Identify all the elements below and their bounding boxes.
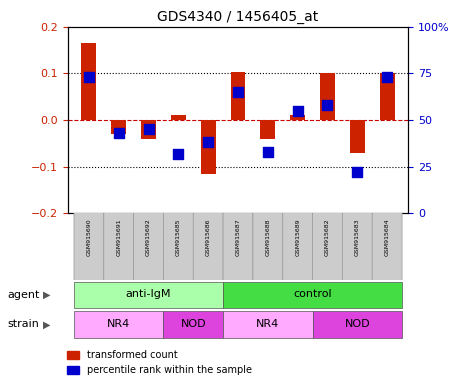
Point [354,169,361,175]
FancyBboxPatch shape [74,311,164,338]
Bar [201,120,216,174]
Text: GSM915688: GSM915688 [265,218,270,256]
Text: ▶: ▶ [43,319,51,329]
FancyBboxPatch shape [74,282,223,308]
FancyBboxPatch shape [193,212,223,281]
FancyBboxPatch shape [223,311,312,338]
FancyBboxPatch shape [104,212,134,281]
FancyBboxPatch shape [342,212,372,281]
Point [115,130,122,136]
Text: strain: strain [7,319,39,329]
FancyBboxPatch shape [223,282,402,308]
Bar [380,73,394,120]
Point [383,74,391,80]
Bar [260,120,275,139]
Text: GSM915690: GSM915690 [86,218,91,256]
FancyBboxPatch shape [223,212,253,281]
Bar [231,72,245,120]
Text: NOD: NOD [345,319,370,329]
FancyBboxPatch shape [74,212,104,281]
Bar [350,120,365,152]
Title: GDS4340 / 1456405_at: GDS4340 / 1456405_at [158,10,318,25]
Text: GSM915692: GSM915692 [146,218,151,256]
Text: GSM915686: GSM915686 [206,218,211,256]
Text: NR4: NR4 [256,319,280,329]
Point [294,108,302,114]
FancyBboxPatch shape [134,212,164,281]
Text: agent: agent [7,290,39,300]
Bar [290,115,305,120]
Bar [141,120,156,139]
Text: GSM915691: GSM915691 [116,218,121,256]
FancyBboxPatch shape [283,212,312,281]
Point [234,89,242,95]
Text: GSM915689: GSM915689 [295,218,300,256]
FancyBboxPatch shape [312,212,342,281]
FancyBboxPatch shape [164,311,223,338]
Point [204,139,212,146]
Point [145,126,152,132]
FancyBboxPatch shape [372,212,402,281]
Text: GSM915683: GSM915683 [355,218,360,256]
Point [85,74,93,80]
Point [174,151,182,157]
FancyBboxPatch shape [164,212,193,281]
FancyBboxPatch shape [253,212,283,281]
Bar [111,120,126,134]
Point [324,102,331,108]
Bar [320,73,335,120]
FancyBboxPatch shape [312,311,402,338]
Text: anti-IgM: anti-IgM [126,289,171,299]
Text: GSM915682: GSM915682 [325,218,330,256]
Text: GSM915684: GSM915684 [385,218,390,256]
Text: NOD: NOD [181,319,206,329]
Point [264,149,272,155]
Legend: transformed count, percentile rank within the sample: transformed count, percentile rank withi… [63,346,256,379]
Text: ▶: ▶ [43,290,51,300]
Bar [171,115,186,120]
Text: NR4: NR4 [107,319,130,329]
Text: GSM915685: GSM915685 [176,218,181,256]
Text: control: control [293,289,332,299]
Text: GSM915687: GSM915687 [235,218,241,256]
Bar [82,43,96,120]
